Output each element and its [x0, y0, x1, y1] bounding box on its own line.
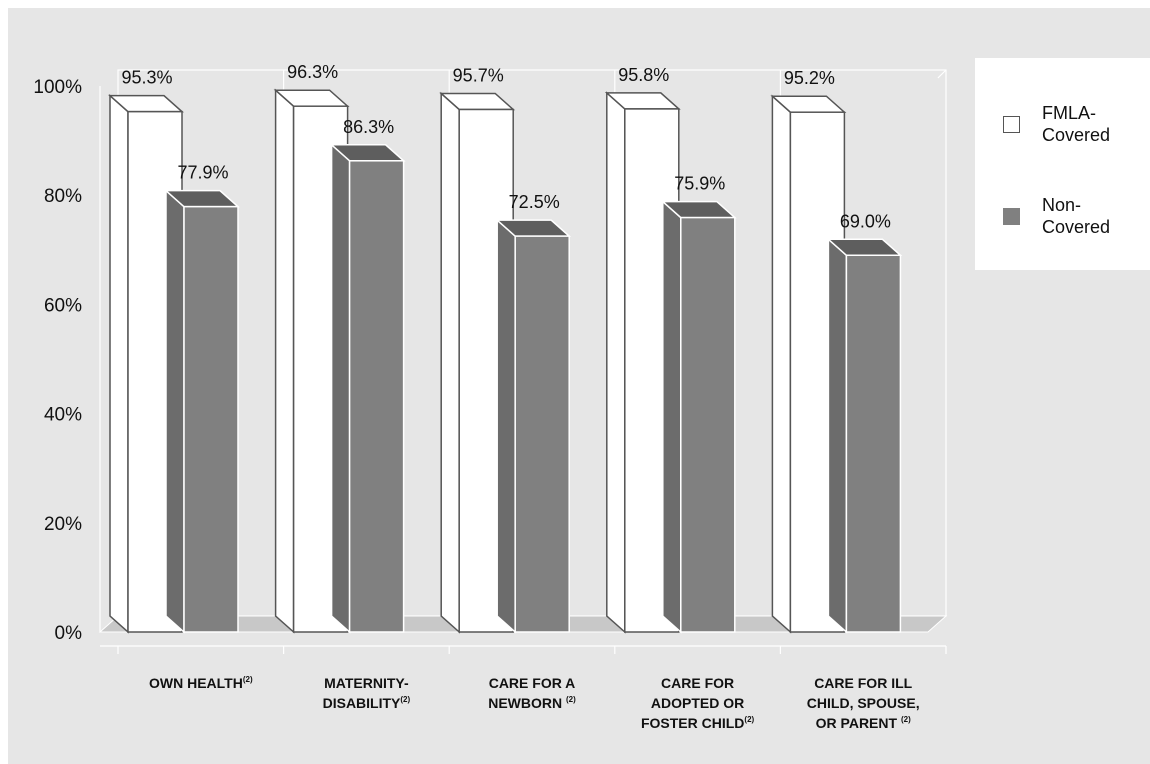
bar-side-fmla-covered	[771, 94, 792, 634]
y-tick-label: 60%	[44, 295, 82, 316]
data-label: 72.5%	[509, 192, 560, 212]
bar-side-fmla-covered	[440, 91, 460, 634]
bar-side-fmla-covered	[606, 91, 626, 634]
bar-non-covered	[680, 216, 736, 633]
bar-side-non-covered	[165, 188, 185, 634]
bar-side-non-covered	[662, 199, 682, 634]
legend: FMLA- Covered Non- Covered	[975, 58, 1150, 270]
bar-side-non-covered	[827, 237, 848, 634]
y-tick-label: 100%	[33, 77, 82, 98]
category-label: CARE FOR ADOPTED OR FOSTER CHILD(2)	[641, 675, 755, 731]
bar-non-covered	[514, 235, 570, 633]
legend-label-fmla-covered: FMLA- Covered	[1042, 103, 1111, 145]
data-label: 95.8%	[618, 65, 669, 85]
data-label: 77.9%	[177, 163, 228, 183]
bar-side-fmla-covered	[109, 93, 129, 634]
y-tick-label: 20%	[44, 514, 82, 535]
legend-label-non-covered: Non- Covered	[1042, 195, 1111, 237]
y-tick-label: 80%	[44, 186, 82, 207]
legend-item-fmla-covered: FMLA- Covered	[1003, 102, 1122, 146]
data-label: 95.2%	[784, 68, 835, 88]
bar-non-covered	[845, 254, 902, 633]
category-label: OWN HEALTH(2)	[149, 675, 253, 691]
bar-non-covered	[348, 160, 405, 633]
legend-swatch-fmla-covered	[1003, 115, 1020, 133]
category-label: MATERNITY-DISABILITY(2)	[323, 675, 411, 711]
bar-side-fmla-covered	[274, 88, 295, 634]
legend-item-non-covered: Non- Covered	[1003, 194, 1122, 238]
data-label: 95.7%	[453, 65, 504, 85]
bar-non-covered	[183, 205, 239, 633]
data-label: 75.9%	[674, 174, 725, 194]
data-label: 95.3%	[121, 68, 172, 88]
y-tick-label: 0%	[55, 623, 83, 644]
category-label: CARE FOR ILL CHILD, SPOUSE, OR PARENT (2)	[807, 675, 920, 731]
y-tick-label: 40%	[44, 405, 82, 426]
bar-side-non-covered	[496, 218, 516, 634]
data-label: 69.0%	[840, 211, 891, 231]
legend-swatch-non-covered	[1003, 207, 1020, 225]
plot-corner-edge	[937, 69, 947, 79]
category-label: CARE FOR A NEWBORN (2)	[488, 675, 576, 711]
data-label: 86.3%	[343, 117, 394, 137]
data-label: 96.3%	[287, 62, 338, 82]
bar-side-non-covered	[330, 143, 351, 634]
